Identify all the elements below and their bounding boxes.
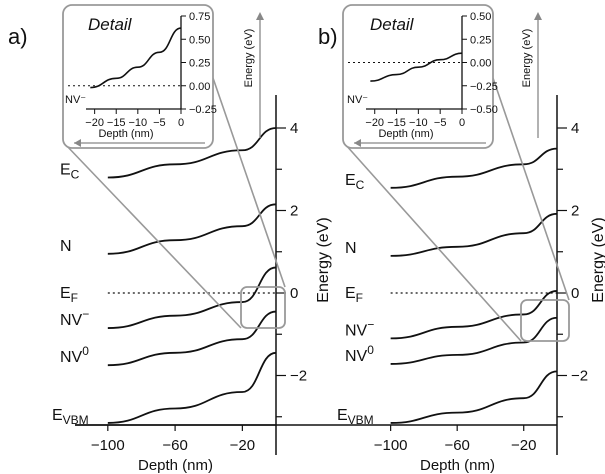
inset-x-tick-label: −10 xyxy=(128,117,147,129)
series-line xyxy=(107,310,277,367)
x-axis-label: Depth (nm) xyxy=(138,457,213,474)
series-label: NV− xyxy=(345,317,374,339)
inset-y-tick-label: 0.25 xyxy=(189,58,210,70)
inset-title: Detail xyxy=(88,15,133,34)
inset-y-tick-label: 0.50 xyxy=(470,11,491,23)
x-tick-label: −100 xyxy=(374,437,408,454)
series-label: N xyxy=(60,238,72,255)
inset-y-arrow-head xyxy=(256,12,264,20)
y-tick-label: 4 xyxy=(290,120,298,137)
y-axis-label: Energy (eV) xyxy=(590,217,605,302)
inset-x-tick-label: −20 xyxy=(85,117,104,129)
inset-y-tick-label: −0.25 xyxy=(470,81,498,93)
inset-x-arrow-head xyxy=(74,139,81,147)
series-label: NV0 xyxy=(345,343,374,365)
x-tick-label: −100 xyxy=(91,437,125,454)
inset-curve xyxy=(90,27,182,89)
x-tick-label: −60 xyxy=(162,437,187,454)
inset-x-tick-label: 0 xyxy=(178,117,184,129)
x-axis-label: Depth (nm) xyxy=(420,457,495,474)
inset-y-tick-label: −0.50 xyxy=(470,104,498,116)
y-tick-label: 0 xyxy=(290,285,298,302)
callout-line xyxy=(64,143,242,329)
series-label: NV− xyxy=(60,307,89,329)
zoom-region-box xyxy=(240,286,286,329)
callout-line xyxy=(492,77,570,301)
zoom-region-box xyxy=(520,299,570,342)
series-line xyxy=(107,351,277,424)
inset-detail: Detail 0.75 0.50 0.25 0.00 −0.25 −20 −15 −10 −5 0 N… xyxy=(62,4,286,329)
callout-line xyxy=(212,77,286,288)
series-line xyxy=(390,370,558,424)
inset-x-tick-label: −5 xyxy=(153,117,166,129)
inset-x-arrow-head xyxy=(354,139,361,147)
series-line xyxy=(390,147,558,189)
series-label: EF xyxy=(60,285,78,305)
inset-curve xyxy=(370,52,463,82)
series-label: NV0 xyxy=(60,344,89,366)
y-tick-label: 0 xyxy=(571,285,579,302)
inset-y-tick-label: 0.25 xyxy=(470,34,491,46)
inset-x-tick-label: −15 xyxy=(387,117,406,129)
series-label: EC xyxy=(60,162,80,182)
panel-label: a) xyxy=(8,24,28,49)
inset-box xyxy=(342,4,494,149)
series-line xyxy=(107,127,277,179)
inset-curve-label: NV⁻ xyxy=(65,94,86,106)
series-label: EVBM xyxy=(337,407,374,427)
inset-x-tick-label: −20 xyxy=(365,117,384,129)
inset-detail: Detail 0.50 0.25 0.00 −0.25 −0.50 −20 −15 −10 −5 0… xyxy=(342,4,570,342)
inset-curve-label: NV⁻ xyxy=(347,94,368,106)
series-line xyxy=(107,266,277,329)
series-label: EF xyxy=(345,285,363,305)
inset-y-tick-label: −0.25 xyxy=(189,104,217,116)
inset-x-tick-label: −15 xyxy=(107,117,126,129)
y-tick-label: 2 xyxy=(290,203,298,220)
inset-x-tick-label: 0 xyxy=(459,117,465,129)
series-label: N xyxy=(345,240,357,257)
x-tick-label: −20 xyxy=(230,437,255,454)
inset-y-arrow-head xyxy=(534,12,542,20)
inset-x-axis-label: Depth (nm) xyxy=(98,128,153,140)
callout-line xyxy=(344,143,522,342)
inset-y-axis-label: Energy (eV) xyxy=(521,29,533,88)
y-tick-label: −2 xyxy=(290,368,307,385)
inset-y-axis-label: Energy (eV) xyxy=(243,29,255,88)
inset-y-tick-label: 0.75 xyxy=(189,11,210,23)
inset-box xyxy=(62,4,214,149)
series-line xyxy=(390,290,558,340)
x-tick-label: −20 xyxy=(511,437,536,454)
inset-y-tick-label: 0.00 xyxy=(189,81,210,93)
y-axis-label: Energy (eV) xyxy=(315,217,332,302)
y-tick-label: 4 xyxy=(571,120,579,137)
inset-title: Detail xyxy=(370,15,415,34)
series-label: EVBM xyxy=(52,407,89,427)
panel-label: b) xyxy=(318,24,338,49)
x-tick-label: −60 xyxy=(444,437,469,454)
series-label: EC xyxy=(345,172,365,192)
inset-x-axis-label: Depth (nm) xyxy=(378,128,433,140)
series-line xyxy=(390,212,558,257)
inset-y-tick-label: 0.00 xyxy=(470,58,491,70)
series-line xyxy=(107,203,277,255)
y-tick-label: −2 xyxy=(571,368,588,385)
inset-y-tick-label: 0.50 xyxy=(189,34,210,46)
inset-x-tick-label: −5 xyxy=(434,117,447,129)
y-tick-label: 2 xyxy=(571,203,579,220)
series-line xyxy=(390,316,558,365)
inset-x-tick-label: −10 xyxy=(409,117,428,129)
